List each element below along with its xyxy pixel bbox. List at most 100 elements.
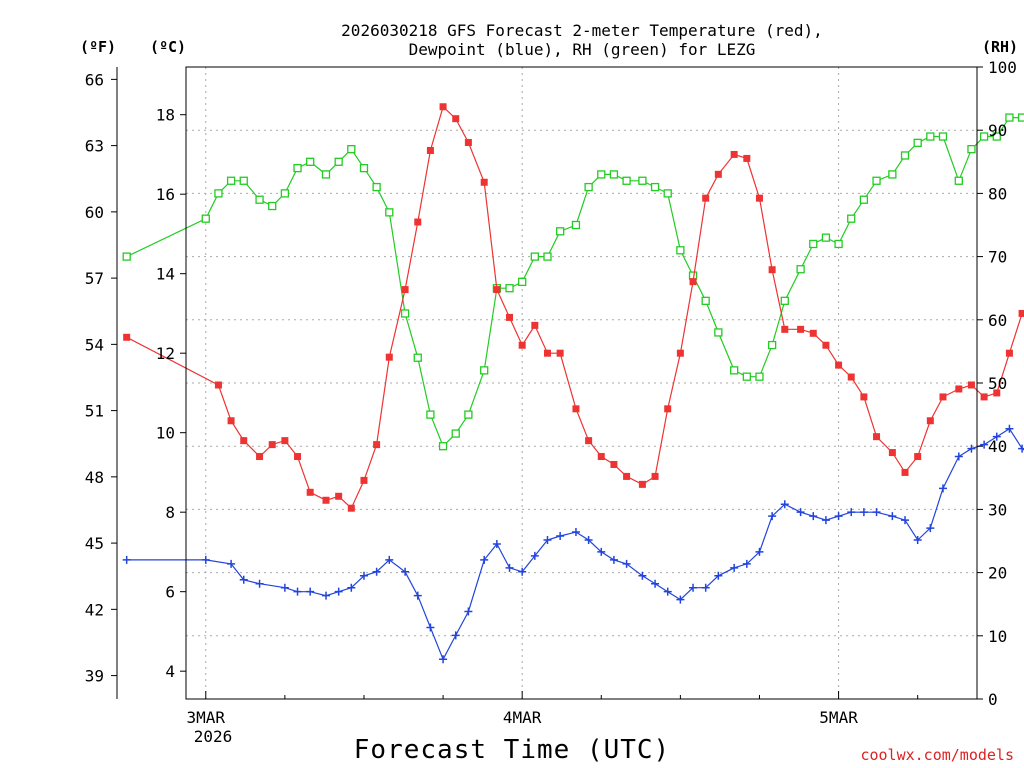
chart-title-line1: 2026030218 GFS Forecast 2-meter Temperat…	[341, 21, 823, 40]
rh-point	[638, 176, 647, 185]
temperature-point	[240, 437, 248, 445]
temperature-point	[676, 349, 684, 357]
temperature-point	[610, 460, 618, 468]
rh-tick-label: 30	[988, 500, 1007, 519]
fahrenheit-tick-label: 57	[85, 269, 104, 288]
date-tick-label: 5MAR	[819, 708, 858, 727]
data-series-layer	[122, 103, 1024, 664]
dewpoint-point	[638, 571, 647, 580]
rh-point	[821, 233, 831, 242]
dewpoint-point	[954, 452, 963, 461]
dewpoint-point	[505, 563, 514, 572]
rh-point	[597, 170, 606, 179]
rh-point	[321, 170, 331, 179]
dewpoint-point	[571, 528, 580, 537]
rh-point	[385, 208, 394, 217]
temperature-point	[464, 139, 472, 147]
temperature-point	[781, 325, 789, 333]
rh-point	[1017, 113, 1024, 122]
rh-point	[451, 429, 460, 438]
dewpoint-point	[322, 591, 331, 600]
dewpoint-point	[780, 500, 789, 509]
temperature-point	[373, 441, 381, 449]
temperature-point	[822, 341, 830, 349]
temperature-point	[847, 373, 855, 381]
rh-point	[334, 157, 343, 166]
dewpoint-point	[122, 555, 131, 564]
dewpoint-point	[1018, 444, 1024, 453]
temperature-point	[1018, 309, 1024, 317]
dewpoint-point	[834, 512, 843, 521]
temperature-point	[638, 480, 646, 488]
dewpoint-point	[701, 583, 710, 592]
rh-point	[372, 182, 381, 192]
rh-line	[126, 116, 1024, 448]
rh-tick-label: 60	[988, 311, 1007, 330]
rh-point	[226, 176, 236, 185]
dewpoint-point	[901, 516, 910, 525]
dewpoint-point	[730, 563, 739, 572]
rh-point	[663, 189, 672, 198]
dewpoint-point	[872, 508, 881, 517]
dewpoint-point	[913, 536, 922, 545]
rh-tick-label: 80	[988, 184, 1007, 203]
dewpoint-point	[464, 607, 473, 616]
rh-tick-label: 50	[988, 374, 1007, 393]
temperature-point	[322, 496, 330, 504]
rh-tick-label: 10	[988, 627, 1007, 646]
dewpoint-point	[847, 508, 856, 517]
temperature-point	[401, 286, 409, 294]
date-tick-label: 4MAR	[503, 708, 542, 727]
temperature-point	[572, 405, 580, 413]
rh-tick-label: 20	[988, 564, 1007, 583]
x-axis-title: Forecast Time (UTC)	[354, 735, 670, 765]
temperature-series	[123, 103, 1024, 512]
fahrenheit-tick-label: 39	[85, 667, 104, 686]
fahrenheit-tick-label: 48	[85, 468, 104, 487]
dewpoint-point	[518, 567, 527, 576]
dewpoint-point	[821, 516, 830, 525]
dewpoint-point	[926, 524, 935, 533]
dewpoint-point	[888, 512, 897, 521]
temperature-point	[714, 170, 722, 178]
rh-point	[426, 410, 435, 419]
temperature-point	[214, 381, 222, 389]
temperature-point	[385, 353, 393, 361]
temperature-point	[493, 286, 501, 294]
temperature-point	[347, 504, 355, 512]
dewpoint-point	[938, 484, 947, 493]
fahrenheit-tick-label: 54	[85, 335, 104, 354]
fahrenheit-axis-unit: (ºF)	[80, 38, 116, 56]
dewpoint-point	[530, 551, 539, 560]
dewpoint-point	[492, 539, 501, 548]
celsius-tick-label: 18	[156, 106, 175, 125]
rh-point	[888, 170, 897, 179]
dewpoint-point	[622, 559, 631, 568]
fahrenheit-tick-label: 51	[85, 402, 104, 421]
rh-point	[122, 252, 131, 261]
temperature-point	[585, 437, 593, 445]
dewpoint-point	[426, 623, 435, 632]
dewpoint-point	[201, 555, 210, 564]
dewpoint-point	[543, 536, 552, 545]
rh-point	[954, 176, 963, 185]
celsius-axis-unit: (ºC)	[150, 38, 186, 56]
temperature-point	[480, 178, 488, 186]
temperature-point	[414, 218, 422, 226]
rh-point	[584, 182, 593, 192]
rh-point	[767, 340, 777, 350]
temperature-point	[543, 349, 551, 357]
temperature-point	[835, 361, 843, 369]
temperature-point	[294, 453, 302, 461]
temperature-point	[809, 329, 817, 337]
rh-point	[967, 145, 976, 154]
celsius-tick-label: 16	[156, 185, 175, 204]
rh-point	[730, 366, 739, 375]
dewpoint-point	[385, 555, 394, 564]
rh-point	[214, 189, 223, 198]
temperature-point	[623, 472, 631, 480]
fahrenheit-tick-label: 63	[85, 137, 104, 156]
dewpoint-point	[1005, 424, 1014, 433]
rh-axis-unit: (RH)	[982, 38, 1018, 56]
